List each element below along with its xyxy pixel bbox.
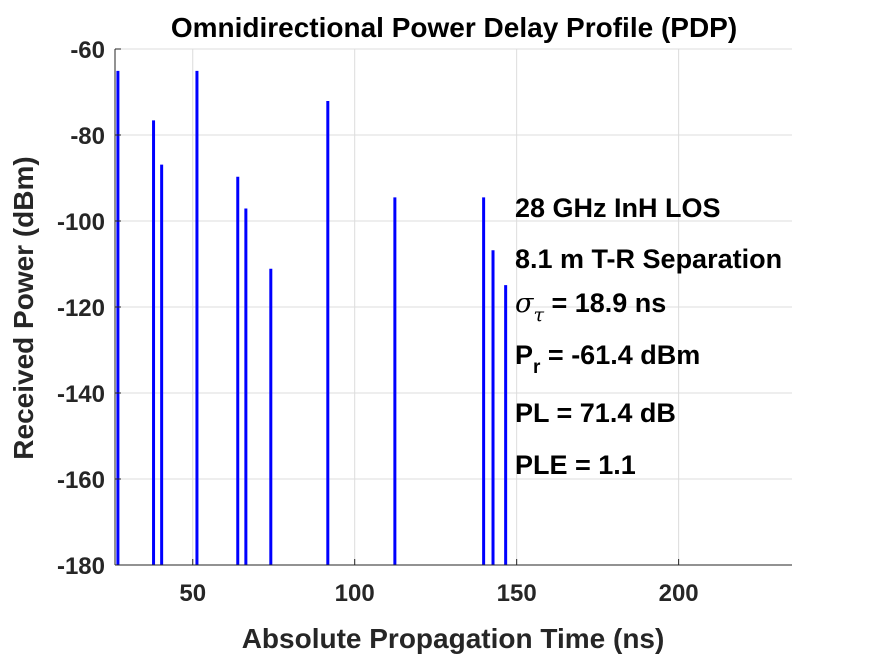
delay-spread-symbol: σ	[515, 288, 535, 319]
x-tick-label: 150	[497, 580, 537, 607]
y-tick-label: -120	[57, 295, 105, 322]
y-tick-label: -160	[57, 467, 105, 494]
stems	[116, 70, 508, 565]
annotation-ple: PLE = 1.1	[515, 450, 636, 480]
y-tick-label: -80	[70, 123, 105, 150]
delay-spread-value: = 18.9 ns	[544, 288, 666, 318]
annotation-received-power: Pr = -61.4 dBm	[515, 340, 700, 378]
y-tick-label: -140	[57, 381, 105, 408]
x-ticks: 50 100 150 200	[179, 559, 699, 607]
y-ticks: -60 -80 -100 -120 -140 -160 -180	[57, 37, 121, 580]
x-tick-label: 50	[179, 580, 206, 607]
y-tick-label: -100	[57, 209, 105, 236]
received-power-value: = -61.4 dBm	[540, 340, 700, 370]
y-tick-label: -180	[57, 553, 105, 580]
received-power-subscript: r	[533, 357, 541, 378]
annotation-scenario: 28 GHz InH LOS	[515, 193, 721, 223]
y-axis-label: Received Power (dBm)	[8, 156, 39, 459]
x-axis-label: Absolute Propagation Time (ns)	[242, 623, 665, 654]
y-tick-label: -60	[70, 37, 105, 64]
received-power-symbol: P	[515, 340, 533, 370]
annotation-block: 28 GHz InH LOS 8.1 m T-R Separation στ =…	[515, 193, 782, 480]
chart-title: Omnidirectional Power Delay Profile (PDP…	[171, 12, 737, 43]
grid	[115, 48, 792, 565]
annotation-separation: 8.1 m T-R Separation	[515, 244, 782, 274]
delay-spread-subscript: τ	[533, 304, 544, 326]
x-tick-label: 100	[335, 580, 375, 607]
x-tick-label: 200	[659, 580, 699, 607]
annotation-path-loss: PL = 71.4 dB	[515, 398, 676, 428]
annotation-delay-spread: στ = 18.9 ns	[515, 288, 666, 326]
